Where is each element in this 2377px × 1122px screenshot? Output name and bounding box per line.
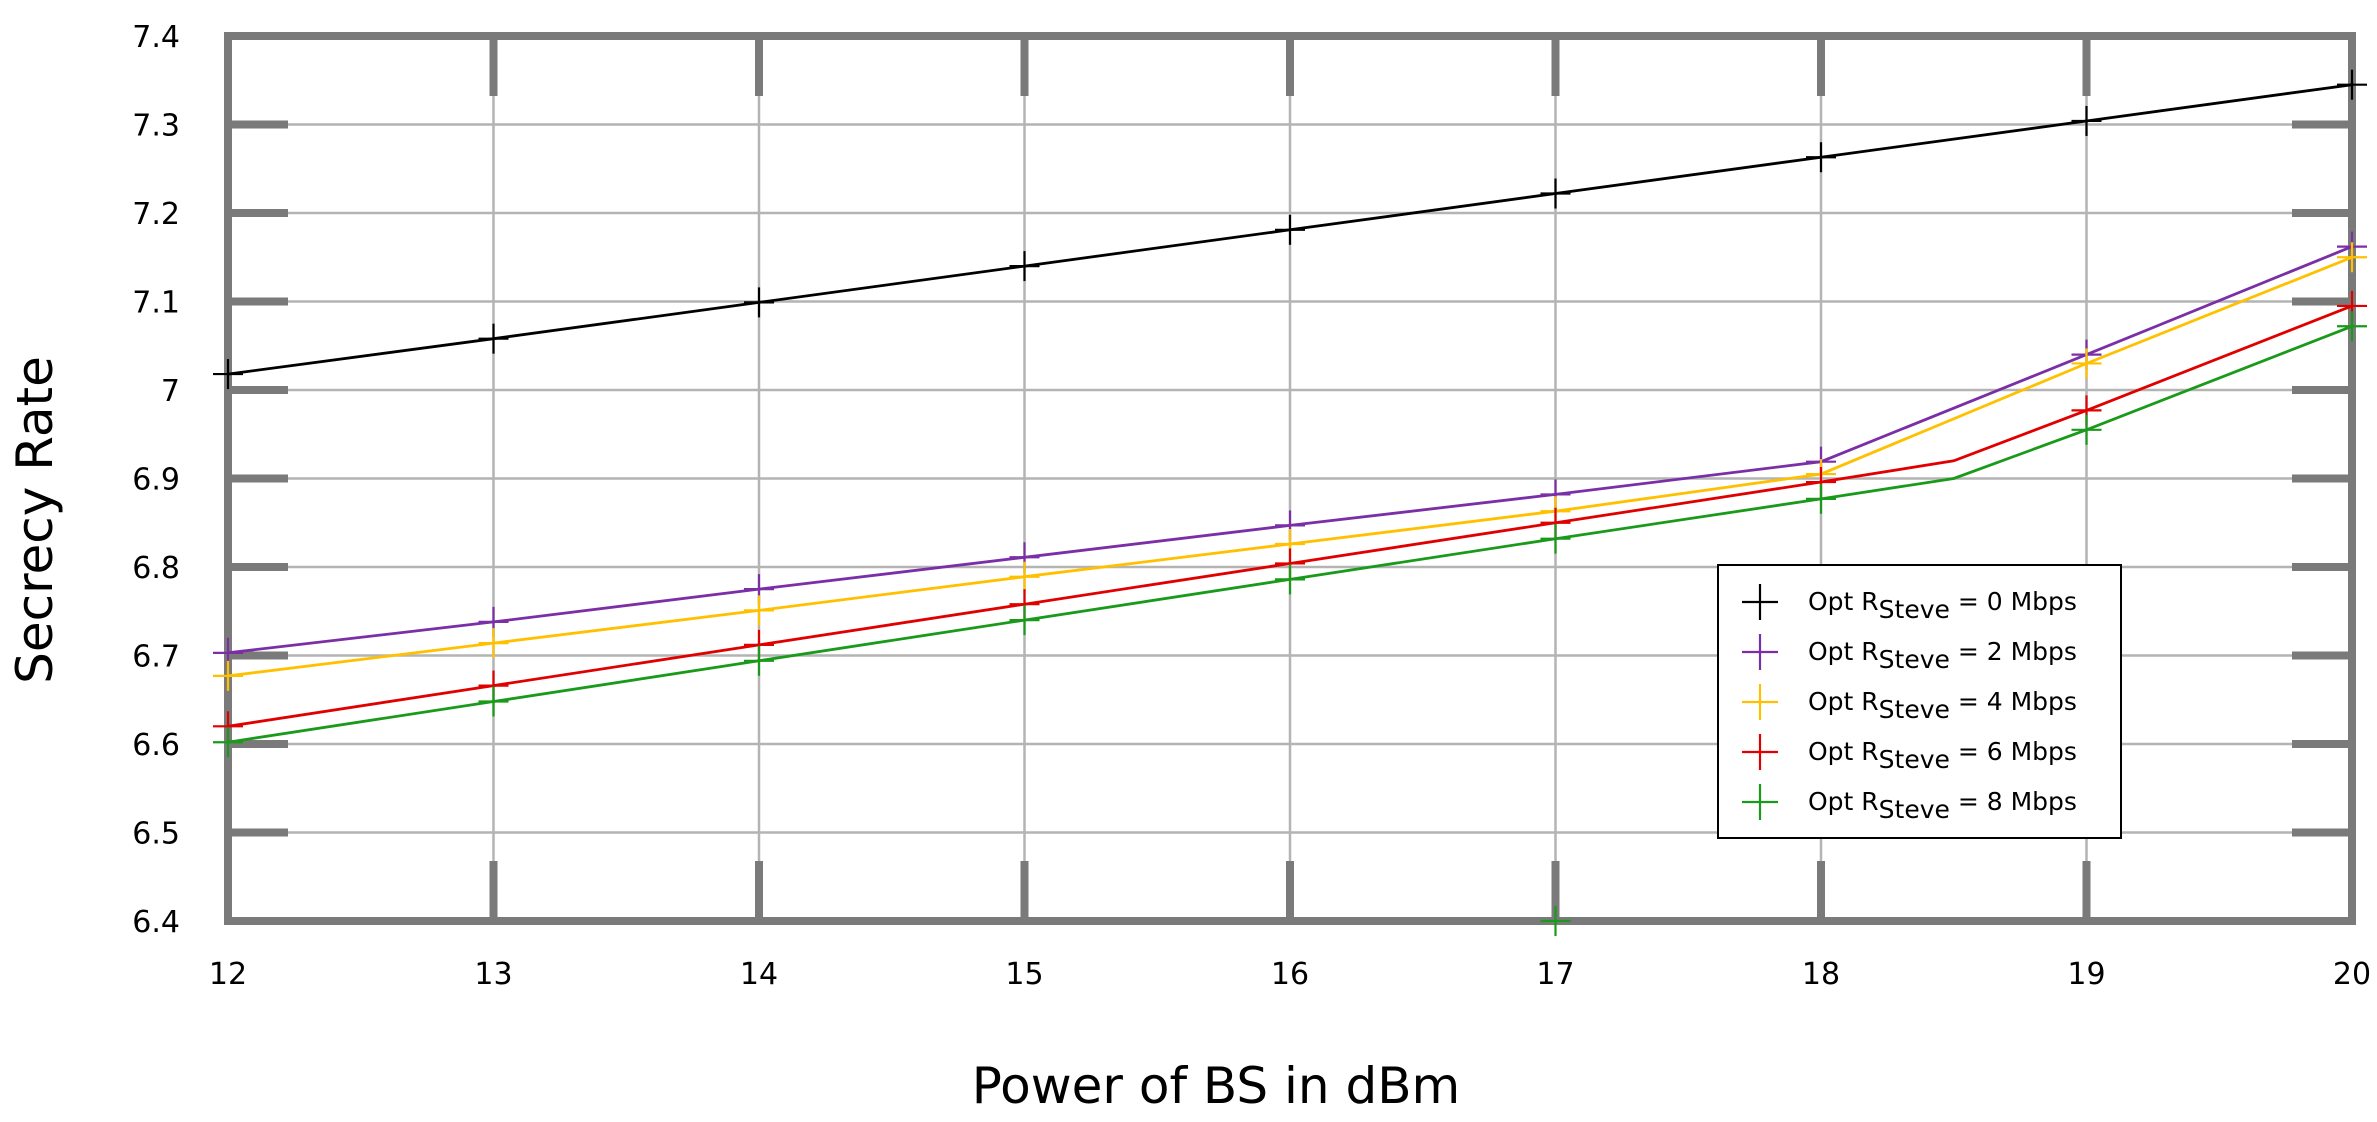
y-tick-label: 6.4 xyxy=(132,905,180,940)
x-tick-label: 12 xyxy=(209,957,247,992)
y-tick-label: 6.7 xyxy=(132,640,180,675)
legend-label-subscript: Steve xyxy=(1879,745,1950,774)
legend-label: Opt RSteve = 2 Mbps xyxy=(1808,637,2077,674)
y-tick-label: 7.2 xyxy=(132,197,180,232)
plot-border xyxy=(224,32,2356,925)
legend-item: Opt RSteve = 0 Mbps xyxy=(1742,584,2077,624)
y-tick-label: 7.3 xyxy=(132,109,180,144)
series-layer xyxy=(213,69,2367,936)
legend-label-suffix: = 6 Mbps xyxy=(1950,737,2077,766)
y-tick-labels: 6.4 6.5 6.6 6.7 6.8 6.9 7 7.1 7.2 7.3 7.4 xyxy=(132,20,180,940)
series-path xyxy=(227,304,2353,728)
x-axis-title: Power of BS in dBm xyxy=(972,1057,1460,1115)
legend-label-prefix: Opt R xyxy=(1808,737,1879,766)
y-tick-label: 7.1 xyxy=(132,286,180,321)
x-tick-label: 19 xyxy=(2067,957,2105,992)
y-tick-label: 7.4 xyxy=(132,20,180,55)
legend-label-prefix: Opt R xyxy=(1808,587,1879,616)
x-tick-label: 16 xyxy=(1271,957,1309,992)
legend-label: Opt RSteve = 6 Mbps xyxy=(1808,737,2077,774)
legend-item: Opt RSteve = 2 Mbps xyxy=(1742,634,2077,674)
x-tick-label: 15 xyxy=(1005,957,1043,992)
x-tick-label: 18 xyxy=(1802,957,1840,992)
legend-label-prefix: Opt R xyxy=(1808,637,1879,666)
legend-label-subscript: Steve xyxy=(1879,695,1950,724)
legend-label: Opt RSteve = 8 Mbps xyxy=(1808,787,2077,824)
x-tick-label: 14 xyxy=(740,957,778,992)
legend-label: Opt RSteve = 0 Mbps xyxy=(1808,587,2077,624)
x-tick-label: 20 xyxy=(2333,957,2371,992)
series-line xyxy=(213,69,2367,390)
legend-label: Opt RSteve = 4 Mbps xyxy=(1808,687,2077,724)
legend-label-subscript: Steve xyxy=(1879,795,1950,824)
series-path xyxy=(227,324,2353,744)
legend-label-suffix: = 4 Mbps xyxy=(1950,687,2077,716)
legend-label-subscript: Steve xyxy=(1879,595,1950,624)
y-tick-label: 6.9 xyxy=(132,463,180,498)
legend-item: Opt RSteve = 8 Mbps xyxy=(1742,784,2077,824)
y-tick-label: 6.8 xyxy=(132,551,180,586)
legend-item: Opt RSteve = 6 Mbps xyxy=(1742,734,2077,774)
x-tick-labels: 12 13 14 15 16 17 18 19 20 xyxy=(209,957,2371,992)
x-tick-label: 13 xyxy=(474,957,512,992)
legend-item: Opt RSteve = 4 Mbps xyxy=(1742,684,2077,724)
y-tick-label: 7 xyxy=(161,374,180,409)
legend-label-suffix: = 8 Mbps xyxy=(1950,787,2077,816)
legend-box xyxy=(1717,564,2122,839)
legend-label-suffix: = 0 Mbps xyxy=(1950,587,2077,616)
legend-label-subscript: Steve xyxy=(1879,645,1950,674)
y-tick-label: 6.6 xyxy=(132,728,180,763)
legend-label-prefix: Opt R xyxy=(1808,687,1879,716)
series-line xyxy=(213,311,2367,936)
plot-frame xyxy=(224,32,2356,925)
x-tick-label: 17 xyxy=(1536,957,1574,992)
y-tick-label: 6.5 xyxy=(132,817,180,852)
legend-label-prefix: Opt R xyxy=(1808,787,1879,816)
y-axis-title: Secrecy Rate xyxy=(6,356,64,684)
legend-label-suffix: = 2 Mbps xyxy=(1950,637,2077,666)
